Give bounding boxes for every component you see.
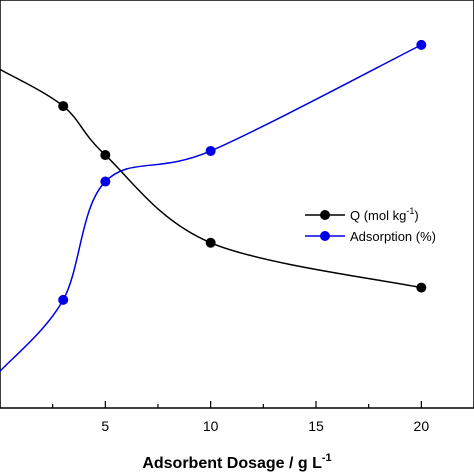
legend-item-adsorption: Adsorption (%) [305,229,436,244]
legend-label-q-superscript: -1 [406,206,414,216]
x-tick-label: 15 [308,418,324,434]
legend: Q (mol kg-1) Adsorption (%) [305,206,436,244]
series-layer [0,39,427,372]
data-point [58,101,69,112]
legend-marker-q [320,210,330,220]
x-axis-title: Adsorbent Dosage / g L-1 [142,452,331,472]
data-point [416,282,427,293]
x-axis-title-text: Adsorbent Dosage / g L [142,455,322,472]
series-1 [0,39,427,372]
legend-item-q: Q (mol kg-1) [305,206,419,223]
data-point [205,145,216,156]
series-line [0,68,422,289]
plot-frame [0,0,474,409]
x-axis-ticks: 5 10 15 20 [0,401,474,434]
legend-marker-adsorption [320,231,330,241]
legend-label-q-tail: ) [414,208,418,223]
x-tick-label: 5 [101,418,109,434]
x-axis-title-superscript: -1 [322,452,332,464]
data-point [100,150,111,161]
series-line [0,44,422,372]
x-tick-label: 10 [203,418,219,434]
data-point [416,39,427,50]
data-point [205,237,216,248]
data-point [58,294,69,305]
x-tick-label: 20 [414,418,430,434]
legend-label-adsorption: Adsorption (%) [350,229,436,244]
legend-label-q: Q (mol kg-1) [350,206,419,223]
data-point [100,176,111,187]
legend-label-q-text: Q (mol kg [350,208,406,223]
series-0 [0,68,427,293]
